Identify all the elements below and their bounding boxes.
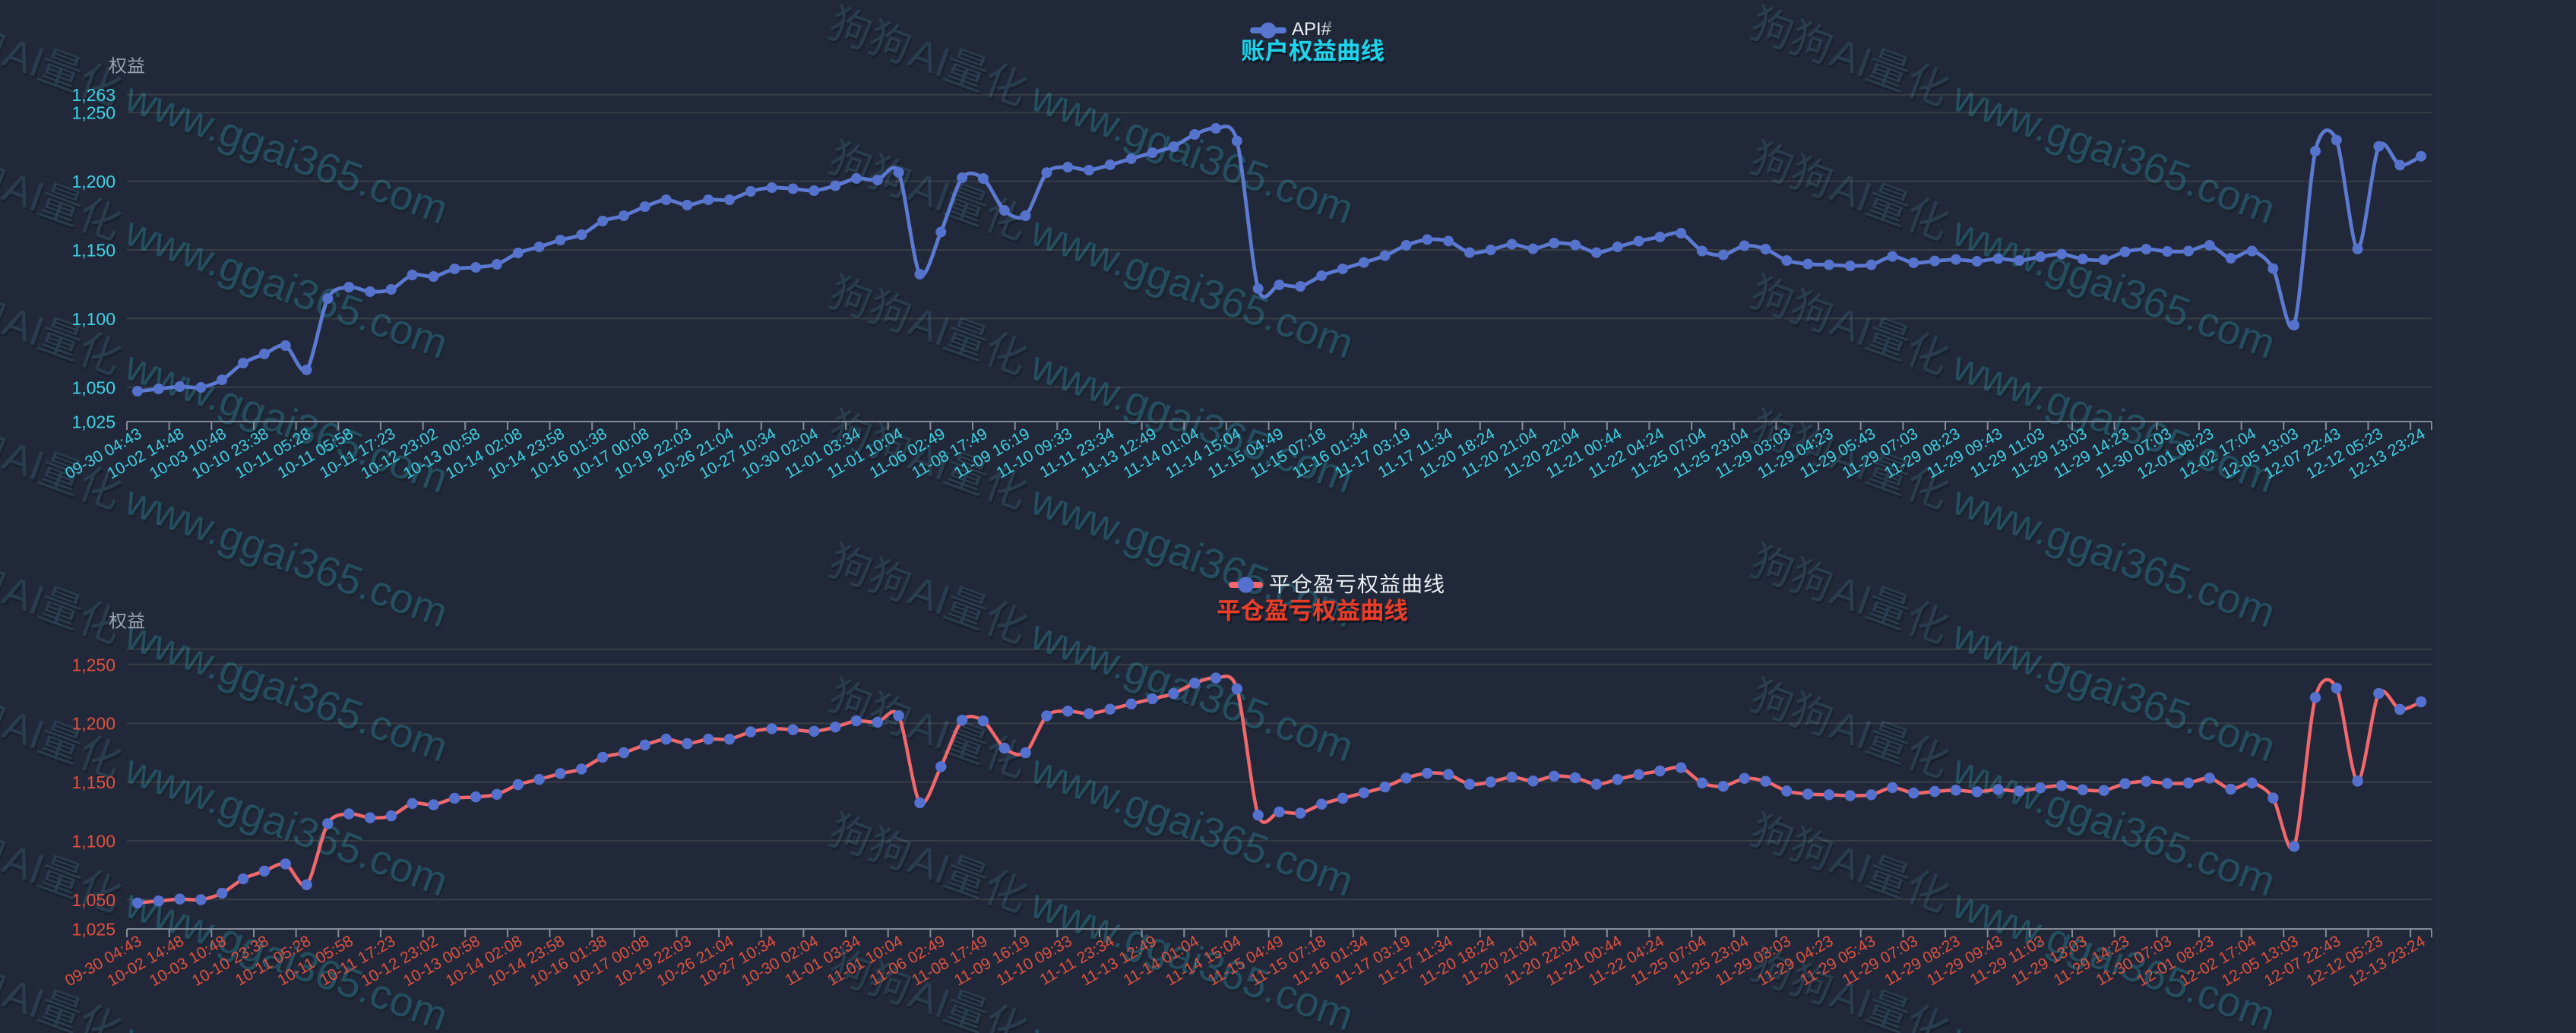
svg-text:1,025: 1,025 [71,412,116,432]
svg-text:1,150: 1,150 [71,241,116,261]
svg-text:1,100: 1,100 [71,309,116,329]
svg-text:1,050: 1,050 [71,378,116,397]
svg-text:API#: API# [1292,19,1332,39]
svg-text:1,200: 1,200 [71,172,116,191]
svg-text:1,100: 1,100 [71,831,116,851]
svg-text:1,250: 1,250 [71,103,116,123]
svg-text:1,150: 1,150 [71,772,116,792]
svg-text:1,263: 1,263 [71,85,116,105]
svg-text:1,025: 1,025 [71,920,116,940]
svg-text:1,200: 1,200 [71,714,116,734]
svg-text:1,050: 1,050 [71,890,116,910]
svg-text:1,250: 1,250 [71,655,116,674]
